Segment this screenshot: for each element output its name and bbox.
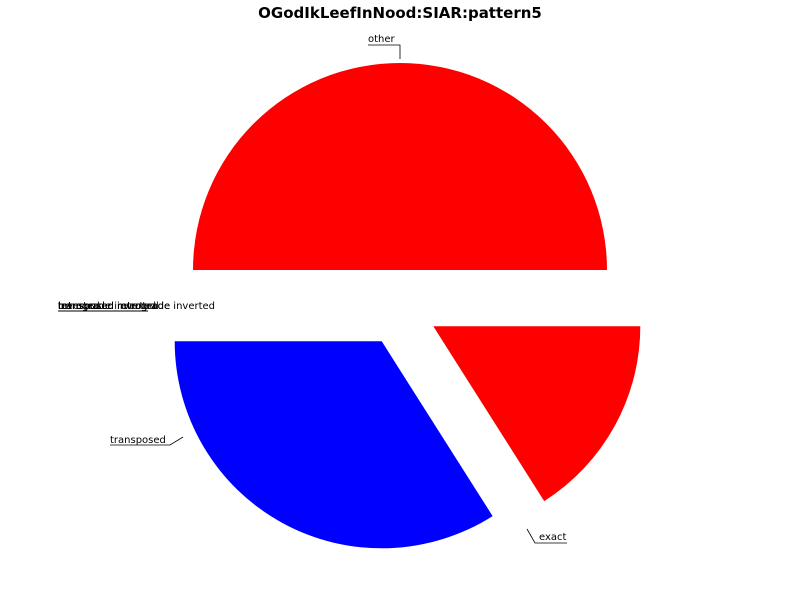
leader-line-exact [526,528,567,544]
slice-label-retrograde-inverted: retrograde inverted [58,301,156,312]
slice-label-retrograde: retrograde [58,301,111,312]
slice-label-inverted: inverted [58,301,100,312]
pie-slice-transposed [433,326,641,502]
slice-label-transposed: transposed [110,435,166,446]
pie-slice-exact [174,341,493,549]
slice-label-transposed-retrograde-inverted: transposed retrograde inverted [58,301,215,312]
slice-label-exact: exact [539,532,567,543]
slice-label-other: other [368,34,396,45]
pie-slice-other [193,63,607,270]
pie-labels: other exact transposed invertedretrogradere… [58,34,567,544]
slice-label-transposed-inverted: transposed inverted [58,301,159,312]
leader-line-other [368,44,401,59]
pie-slices [174,63,641,549]
slice-label-transposed-retrograde: transposed retrograde [58,301,170,312]
chart-title: OGodIkLeefInNood:SIAR:pattern5 [258,4,542,22]
leader-line-transposed [110,436,184,446]
